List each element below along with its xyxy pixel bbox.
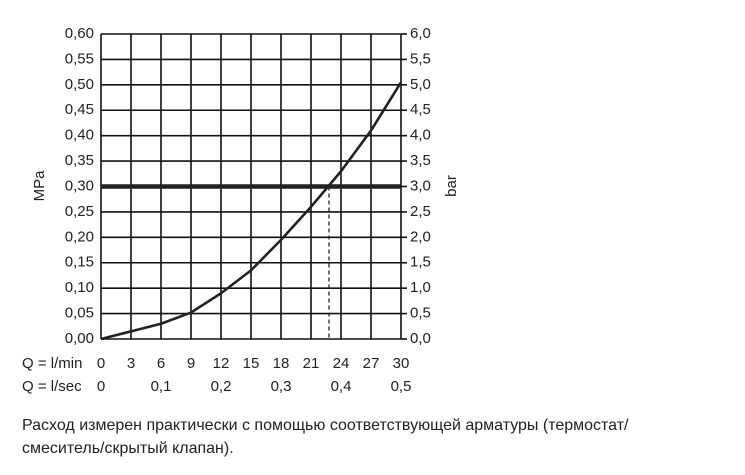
y2-axis-label: bar xyxy=(443,175,460,197)
x-tick-label: 9 xyxy=(187,355,195,372)
y2-tick-label: 6,0 xyxy=(410,25,431,42)
x2-tick-label: 0,5 xyxy=(391,378,412,395)
y2-tick-label: 0,5 xyxy=(410,305,431,322)
y-tick-label: 0,50 xyxy=(65,76,94,93)
y2-tick-label: 5,5 xyxy=(410,50,431,67)
flow-curve xyxy=(100,81,403,341)
y-tick-label: 0,05 xyxy=(65,305,94,322)
x-tick-label: 6 xyxy=(157,355,165,372)
y-tick-label: 0,55 xyxy=(65,50,94,67)
x-axis-label: Q = l/min xyxy=(22,355,82,372)
y-tick-label: 0,10 xyxy=(65,279,94,296)
y2-tick-label: 3,5 xyxy=(410,152,431,169)
y-tick-label: 0,35 xyxy=(65,152,94,169)
y-tick-label: 0,40 xyxy=(65,127,94,144)
y2-tick-label: 1,5 xyxy=(410,254,431,271)
x-tick-label: 15 xyxy=(243,355,260,372)
y-tick-label: 0,00 xyxy=(65,330,94,347)
y-tick-label: 0,25 xyxy=(65,203,94,220)
x-tick-label: 30 xyxy=(393,355,410,372)
y-tick-label: 0,20 xyxy=(65,228,94,245)
y2-tick-label: 0,0 xyxy=(410,330,431,347)
x-tick-label: 0 xyxy=(97,355,105,372)
y-axis-label: MPa xyxy=(31,170,48,202)
x2-tick-label: 0,4 xyxy=(331,378,352,395)
x-tick-label: 24 xyxy=(333,355,350,372)
x2-tick-label: 0 xyxy=(97,378,105,395)
x-tick-label: 18 xyxy=(273,355,290,372)
caption: Расход измерен практически с помощью соо… xyxy=(22,417,629,434)
x-tick-label: 3 xyxy=(127,355,135,372)
x2-axis-label: Q = l/sec xyxy=(22,378,82,395)
x2-tick-label: 0,2 xyxy=(211,378,232,395)
y-tick-label: 0,15 xyxy=(65,254,94,271)
y2-tick-label: 4,0 xyxy=(410,127,431,144)
x-tick-label: 27 xyxy=(363,355,380,372)
y2-tick-label: 4,5 xyxy=(410,101,431,118)
x-tick-label: 12 xyxy=(213,355,230,372)
y2-tick-label: 2,0 xyxy=(410,228,431,245)
y-tick-label: 0,60 xyxy=(65,25,94,42)
x-tick-label: 21 xyxy=(303,355,320,372)
caption: смеситель/скрытый клапан). xyxy=(22,440,234,457)
y2-tick-label: 3,0 xyxy=(410,177,431,194)
y-tick-label: 0,45 xyxy=(65,101,94,118)
y2-tick-label: 5,0 xyxy=(410,76,431,93)
y2-tick-label: 1,0 xyxy=(410,279,431,296)
x2-tick-label: 0,3 xyxy=(271,378,292,395)
y-tick-label: 0,30 xyxy=(65,177,94,194)
y2-tick-label: 2,5 xyxy=(410,203,431,220)
x2-tick-label: 0,1 xyxy=(151,378,172,395)
